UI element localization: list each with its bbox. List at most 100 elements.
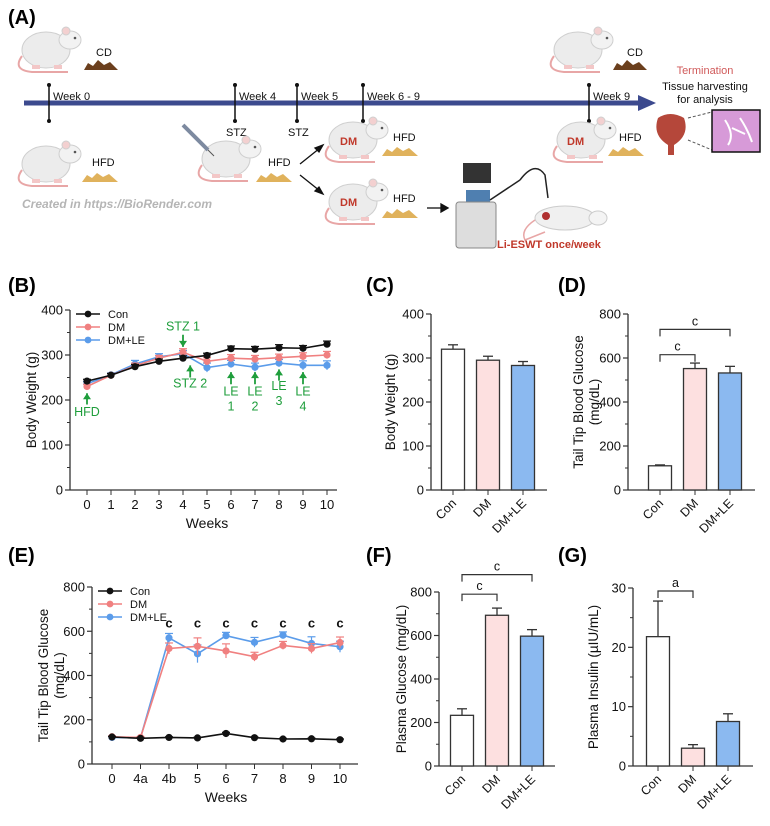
data-point (250, 734, 259, 742)
y-tick-label: 400 (41, 303, 63, 318)
cd-label: CD (627, 47, 643, 59)
bar-dm-le (519, 635, 545, 767)
significance-label: c (279, 615, 286, 630)
arrow-icon (186, 365, 195, 372)
data-point (250, 638, 259, 646)
x-tick-label: DM+LE (695, 772, 735, 812)
chart-d: 0 200 400 600 800 Tail Tip Blood Glucose (mg/d… (571, 307, 755, 536)
y-tick-label: 800 (599, 307, 621, 322)
data-point (227, 345, 235, 353)
x-tick-label: DM+LE (490, 496, 530, 536)
y-tick-label: 0 (614, 483, 621, 498)
annotation-label: LE (223, 385, 238, 399)
week-4-label: Week 4 (239, 91, 276, 103)
legend-marker (106, 613, 114, 621)
x-tick-label: Con (442, 772, 468, 798)
x-tick-label: 0 (108, 771, 115, 786)
x-tick-label: 4 (179, 497, 186, 512)
y-tick-label: 0 (417, 483, 424, 498)
y-axis-label: Plasma Glucose (mg/dL) (394, 605, 409, 754)
significance-label: c (251, 615, 258, 630)
y-tick-label: 200 (41, 393, 63, 408)
y-tick-label: 400 (410, 672, 432, 687)
chart-e: 0 200 400 600 800 Tail Tip Blood Glucose (mg/d… (36, 580, 358, 805)
data-point (227, 360, 235, 368)
y-tick-label: 400 (402, 307, 424, 322)
li-eswt-label: Li-ESWT once/week (497, 239, 602, 251)
data-point (222, 632, 230, 640)
data-point (250, 653, 259, 661)
significance-label: c (308, 615, 315, 630)
x-tick-label: 4b (162, 771, 176, 786)
x-tick-label: 10 (333, 771, 347, 786)
data-point (165, 733, 173, 742)
data-point (251, 355, 259, 363)
rat-icon (552, 116, 617, 163)
panel-label-c: (C) (366, 275, 394, 297)
bar-con (449, 714, 475, 767)
data-point (275, 344, 283, 352)
termination-label: Termination (677, 65, 734, 77)
data-point (307, 735, 316, 743)
y-tick-label: 600 (410, 628, 432, 643)
annotation-label: 2 (252, 400, 259, 414)
ultrasound-machine-icon (455, 163, 549, 249)
annotation-label: STZ 2 (173, 376, 207, 390)
data-point (251, 363, 259, 371)
y-tick-label: 400 (63, 668, 85, 683)
schematic-panel: Week 0 Week 4 Week 5 Week 6 - 9 Week 9 S… (17, 26, 761, 251)
legend-label: DM (130, 599, 147, 611)
y-tick-label: 20 (612, 640, 626, 655)
data-point (279, 631, 287, 639)
y-tick-label: 10 (612, 699, 626, 714)
x-tick-label: DM (675, 772, 699, 796)
significance-label: c (674, 340, 680, 354)
week-9-label: Week 9 (593, 91, 630, 103)
x-axis-label: Weeks (205, 789, 248, 805)
x-tick-label: 2 (131, 497, 138, 512)
y-tick-label: 0 (56, 483, 63, 498)
x-tick-label: 8 (279, 771, 286, 786)
y-axis-label: Tail Tip Blood Glucose (36, 609, 51, 743)
x-tick-label: Con (640, 496, 666, 522)
data-point (203, 351, 211, 360)
significance-label: c (165, 615, 172, 630)
data-point (83, 382, 91, 391)
significance-label: c (692, 314, 698, 328)
dm-label: DM (567, 136, 584, 148)
chow-icon (82, 173, 118, 182)
y-axis-label: Body Weight (g) (24, 352, 39, 449)
data-point (165, 634, 173, 642)
significance-bracket (659, 354, 696, 362)
annotation: STZ 1 (166, 319, 200, 347)
x-tick-label: DM+LE (499, 772, 539, 812)
tissue-harvesting-label: Tissue harvesting (662, 81, 748, 93)
significance-bracket (461, 574, 533, 582)
data-point (279, 735, 287, 743)
panel-label-d: (D) (558, 275, 586, 297)
hfd-label: HFD (268, 157, 291, 169)
data-point (203, 364, 211, 372)
annotation: HFD (74, 393, 100, 419)
data-point (193, 642, 202, 650)
chow-icon (608, 147, 644, 156)
legend-label: DM (108, 322, 125, 334)
chow-icon (84, 60, 118, 70)
data-point (323, 361, 331, 369)
annotation: STZ 2 (173, 365, 207, 390)
data-point (227, 354, 235, 362)
arrow-icon (299, 372, 307, 379)
significance-bracket (659, 328, 731, 337)
series-con (83, 340, 331, 385)
data-point (323, 351, 331, 359)
data-point (222, 729, 230, 738)
data-point (279, 641, 287, 650)
dm-label: DM (340, 197, 357, 209)
legend-marker (106, 587, 114, 595)
x-tick-label: 6 (227, 497, 234, 512)
y-tick-label: 0 (619, 759, 626, 774)
y-tick-label: 300 (41, 348, 63, 363)
arrow-icon (179, 340, 187, 347)
